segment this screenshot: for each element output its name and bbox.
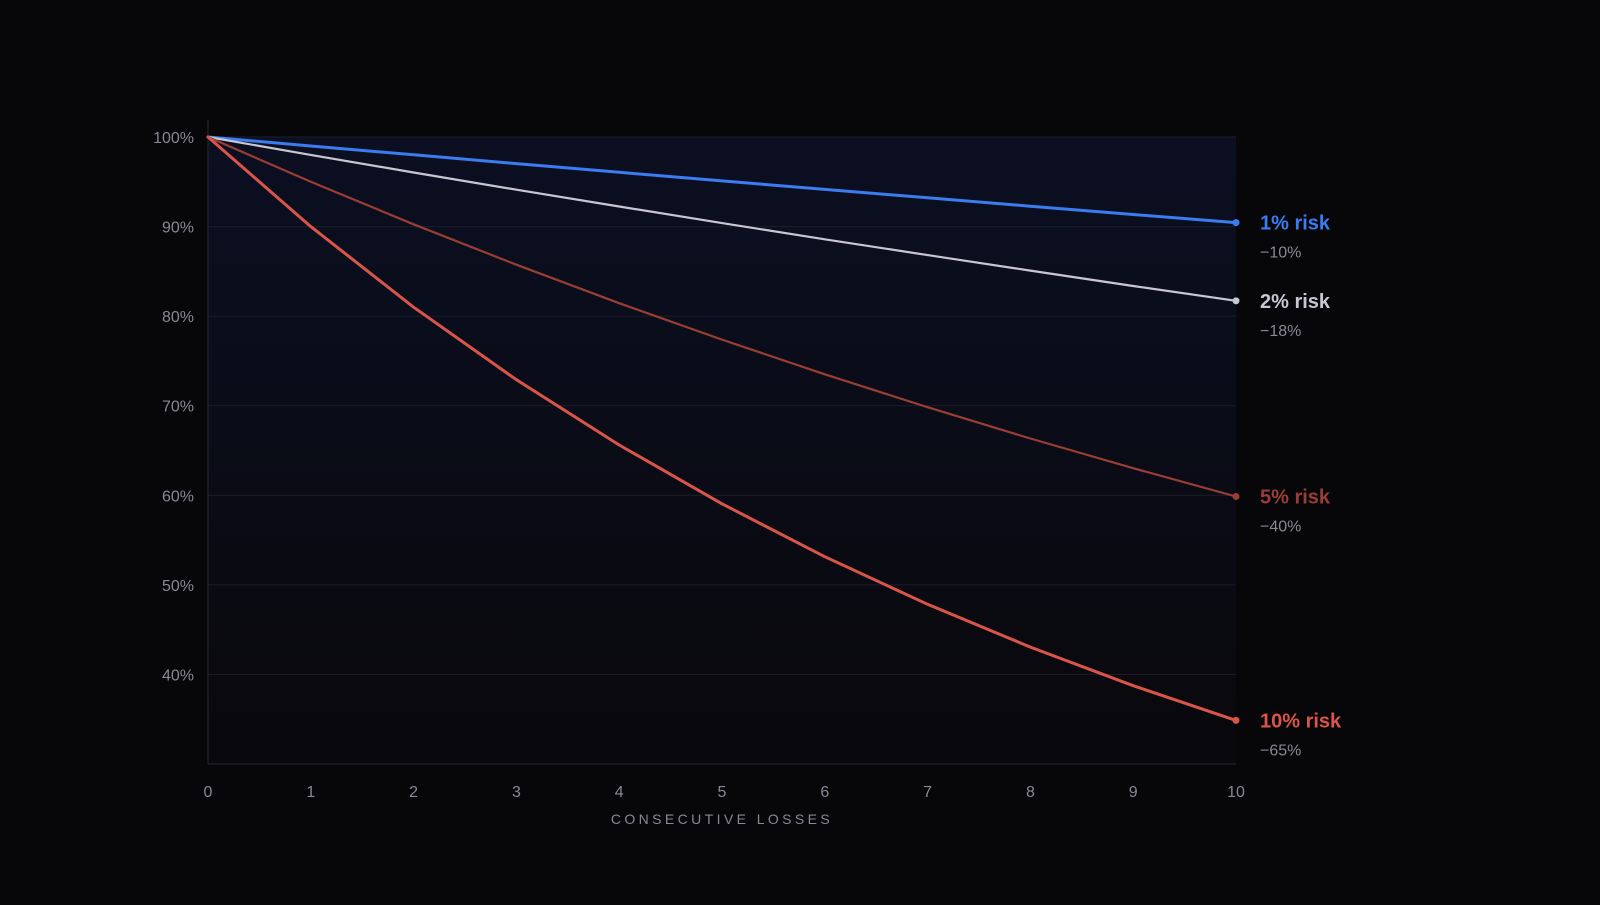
series-end-labels: 1% risk −10% 2% risk −18% 5% risk −40% 10% ris…	[1260, 213, 1342, 760]
y-tick-label: 50%	[162, 578, 194, 595]
x-tick-labels: 0 1 2 3 4 5 6 7 8 9 10	[204, 784, 1245, 801]
x-axis-label: CONSECUTIVE LOSSES	[611, 811, 833, 827]
y-tick-label: 90%	[162, 220, 194, 237]
x-tick-label: 0	[204, 784, 213, 801]
series-lines	[206, 135, 1240, 724]
x-tick-label: 2	[409, 784, 418, 801]
series-line-5pct-risk	[206, 135, 1238, 498]
y-tick-label: 40%	[162, 667, 194, 684]
x-tick-label: 5	[718, 784, 727, 801]
y-tick-labels: 100% 90% 80% 70% 60% 50% 40%	[153, 130, 194, 684]
x-tick-label: 8	[1026, 784, 1035, 801]
series-end-point-5pct-risk	[1232, 492, 1240, 500]
series-label-5pct-risk: 5% risk	[1260, 486, 1331, 508]
x-tick-label: 7	[923, 784, 932, 801]
series-end-point-10pct-risk	[1232, 716, 1240, 724]
series-change-5pct-risk: −40%	[1260, 518, 1301, 535]
series-line-1pct-risk	[206, 135, 1238, 225]
series-end-point-1pct-risk	[1232, 219, 1240, 227]
series-label-10pct-risk: 10% risk	[1260, 710, 1342, 732]
x-tick-label: 4	[615, 784, 624, 801]
series-end-point-2pct-risk	[1232, 297, 1240, 305]
x-tick-label: 1	[306, 784, 315, 801]
x-tick-label: 9	[1129, 784, 1138, 801]
gridlines	[208, 136, 1236, 675]
series-label-2pct-risk: 2% risk	[1260, 291, 1331, 313]
series-line-10pct-risk	[206, 135, 1238, 722]
series-change-10pct-risk: −65%	[1260, 742, 1301, 759]
y-tick-label: 70%	[162, 399, 194, 416]
y-tick-label: 80%	[162, 309, 194, 326]
series-label-1pct-risk: 1% risk	[1260, 213, 1331, 235]
series-line-2pct-risk	[206, 135, 1238, 302]
x-tick-label: 10	[1227, 784, 1245, 801]
x-tick-label: 6	[820, 784, 829, 801]
y-tick-label: 100%	[153, 130, 194, 147]
y-tick-label: 60%	[162, 488, 194, 505]
series-change-2pct-risk: −18%	[1260, 323, 1301, 340]
plot-area-background	[208, 137, 1236, 764]
x-tick-label: 3	[512, 784, 521, 801]
series-change-1pct-risk: −10%	[1260, 245, 1301, 262]
